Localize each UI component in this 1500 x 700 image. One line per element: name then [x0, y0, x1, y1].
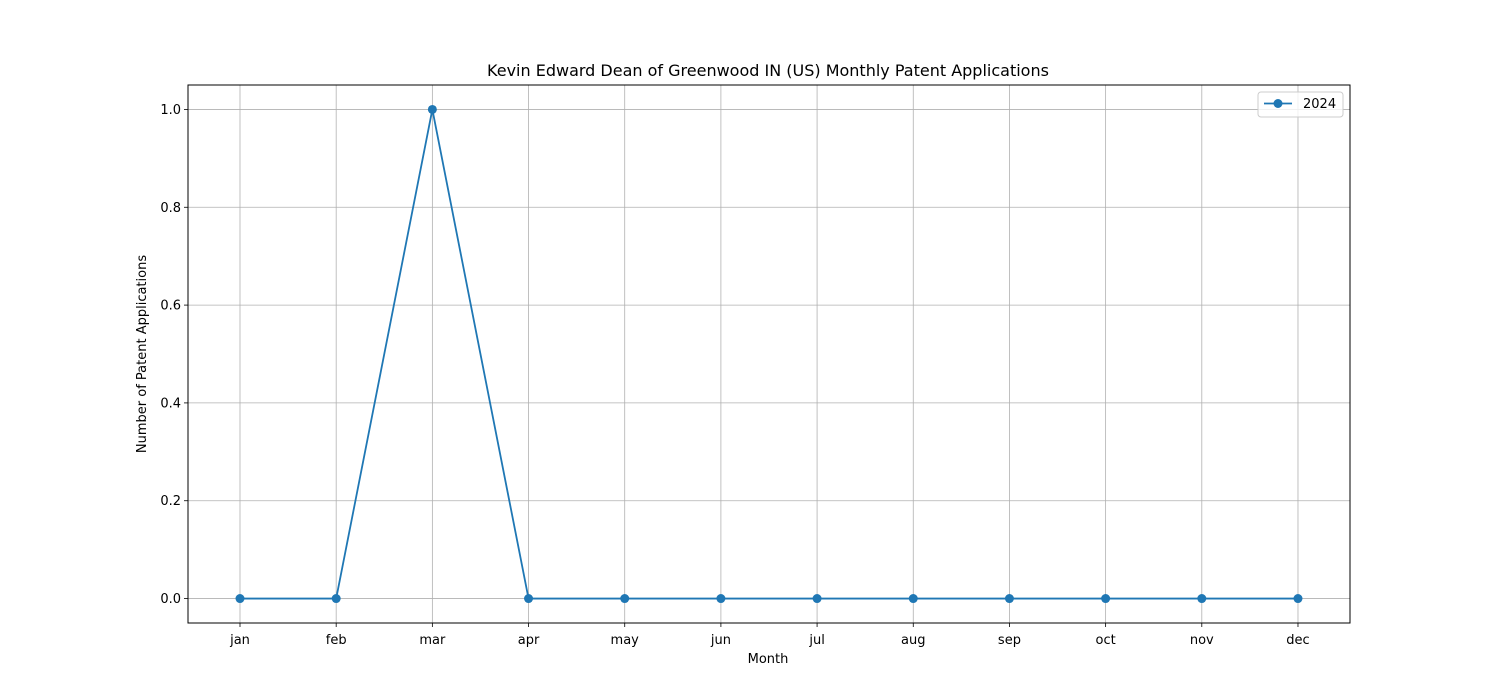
- y-tick-label: 0.2: [160, 494, 181, 509]
- data-point: [909, 594, 918, 603]
- x-tick-label: apr: [518, 633, 540, 648]
- x-tick-label: sep: [998, 633, 1021, 648]
- data-point: [1005, 594, 1014, 603]
- y-tick-label: 0.4: [160, 396, 181, 411]
- x-tick-label: aug: [901, 633, 925, 648]
- legend: 2024: [1258, 92, 1343, 117]
- x-tick-label: jan: [229, 633, 250, 648]
- data-point: [1293, 594, 1302, 603]
- data-point: [332, 594, 341, 603]
- y-tick-label: 0.8: [160, 201, 181, 216]
- y-axis-label: Number of Patent Applications: [135, 255, 150, 453]
- y-tick-label: 0.6: [160, 299, 181, 314]
- x-tick-label: jul: [808, 633, 824, 648]
- data-point: [524, 594, 533, 603]
- data-point: [1197, 594, 1206, 603]
- x-tick-label: jun: [710, 633, 731, 648]
- data-point: [813, 594, 822, 603]
- data-point: [716, 594, 725, 603]
- x-tick-label: dec: [1286, 633, 1309, 648]
- x-tick-label: nov: [1190, 633, 1214, 648]
- data-point: [1101, 594, 1110, 603]
- legend-point-marker: [1274, 99, 1283, 108]
- chart-title: Kevin Edward Dean of Greenwood IN (US) M…: [487, 61, 1049, 80]
- x-tick-label: oct: [1096, 633, 1116, 648]
- y-tick-label: 0.0: [160, 592, 181, 607]
- x-tick-label: feb: [326, 633, 347, 648]
- x-tick-label: may: [611, 633, 640, 648]
- x-tick-label: mar: [419, 633, 446, 648]
- y-tick-label: 1.0: [160, 103, 181, 118]
- data-point: [428, 105, 437, 114]
- data-point: [236, 594, 245, 603]
- legend-label: 2024: [1303, 97, 1336, 112]
- data-point: [620, 594, 629, 603]
- x-axis-label: Month: [748, 652, 789, 667]
